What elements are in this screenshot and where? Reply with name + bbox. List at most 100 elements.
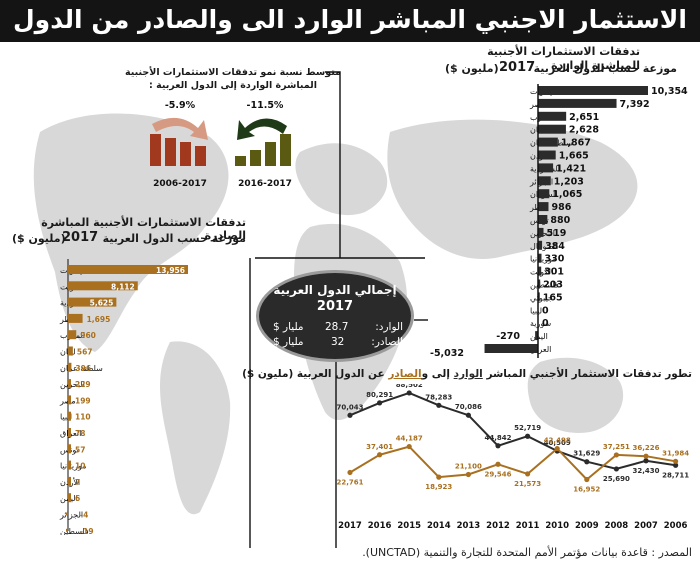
summary-in-unit: مليار $ (273, 321, 304, 333)
inflow-value-label: 880 (550, 215, 570, 226)
inflow-bar (538, 111, 567, 121)
inflow-value-label: 7,392 (620, 99, 650, 110)
trend-outflow-value-label: 37,401 (366, 443, 393, 451)
growth-bar (150, 134, 161, 166)
trend-inflow-point (613, 466, 619, 472)
trend-inflow-point (465, 412, 471, 418)
outflow-value-label: 8,112 (111, 282, 135, 291)
trend-inflow-value-label: 28,711 (662, 471, 689, 479)
trend-x-tick-label: 2015 (397, 521, 421, 531)
inflow-value-label: 1,203 (554, 176, 584, 187)
trend-title-out: الصادر (388, 368, 422, 380)
trend-outflow-point (643, 453, 649, 459)
inflow-value-label: 10,354 (651, 86, 688, 97)
outflow-bar (66, 512, 68, 516)
summary-out-row: الصادر: 32 مليار $ (273, 336, 403, 350)
outflows-title-year: 2017 (62, 230, 99, 245)
inflow-value-label: 1,065 (552, 189, 582, 200)
growth-title-line1: متوسط نسبة نمو تدفقات الاستثمارات الأجنب… (125, 67, 341, 78)
trend-x-tick-label: 2010 (545, 521, 569, 531)
trend-outflow-point (436, 474, 442, 480)
inflow-value-label: 384 (545, 241, 565, 252)
inflow-bar (538, 266, 542, 276)
outflow-category-label: البحرين (60, 380, 85, 389)
growth-value-label: -5.9% (165, 100, 196, 111)
inflow-bar (538, 137, 558, 147)
outflow-value-label: 567 (77, 348, 93, 357)
trend-inflow-value-label: 44,842 (484, 434, 511, 442)
outflow-value-label: -4 (80, 511, 88, 520)
outflow-bar (68, 379, 71, 389)
trend-inflow-value-label: 80,291 (366, 391, 393, 399)
summary-year: 2017 (316, 299, 354, 314)
growth-arrow-icon (237, 118, 287, 140)
growth-bar (250, 150, 261, 166)
page-title: الاستثمار الاجنبي المباشر الوارد الى وال… (0, 0, 700, 74)
trend-title-unit: (مليون $) (242, 368, 294, 380)
summary-oval: إجمالي الدول العربية 2017 الوارد: 28.7 م… (256, 270, 414, 362)
trend-outflow-value-label: 31,984 (662, 449, 689, 457)
growth-value-label: -11.5% (247, 100, 284, 111)
trend-x-tick-label: 2006 (664, 521, 688, 531)
inflow-bar (538, 202, 549, 212)
trend-x-tick-label: 2013 (457, 521, 481, 531)
growth-period-label: 2016-2017 (238, 179, 292, 189)
inflow-bar (538, 189, 550, 199)
outflow-bar (68, 313, 83, 323)
trend-outflow-value-label: 36,226 (632, 444, 659, 452)
outflow-bar (68, 444, 71, 454)
trend-outflow-point (406, 443, 412, 450)
inflow-value-label: 519 (547, 228, 567, 239)
trend-inflow-value-label: 70,043 (336, 403, 363, 411)
outflow-value-label: 199 (75, 396, 91, 405)
inflow-value-label: 0 (542, 305, 549, 316)
inflow-bar (538, 86, 648, 95)
summary-out-value: 32 (331, 336, 345, 348)
trend-title-part2: عن الدول العربية (296, 368, 385, 380)
outflow-category-label: فلسطين (60, 527, 89, 535)
outflow-bar (68, 493, 71, 503)
outflow-category-label: سلطنة عمان (60, 364, 103, 373)
trend-x-tick-label: 2011 (516, 521, 540, 531)
inflow-category-label: سورية (530, 319, 552, 328)
trend-inflow-point (525, 433, 531, 439)
inflow-bar (484, 344, 538, 353)
trend-inflow-point (673, 462, 679, 468)
trend-inflow-value-label: 32,430 (632, 467, 659, 475)
trend-inflow-point (347, 412, 353, 418)
inflow-category-label: اليمن (530, 332, 548, 341)
outflows-title-line1: تدفقات الاستثمارات الأجنبية المباشرة الص… (41, 216, 246, 242)
outflow-value-label: 7 (75, 478, 80, 487)
trend-x-tick-label: 2017 (338, 521, 362, 531)
outflow-value-label: 10 (75, 462, 85, 471)
inflow-bar (538, 292, 540, 302)
trend-title-mid: إلى و (421, 368, 450, 380)
growth-bar (265, 142, 276, 166)
outflow-bar (68, 476, 71, 486)
inflow-category-label: موريتانيا (530, 255, 556, 264)
inflow-value-label: 165 (543, 292, 563, 303)
growth-bar (165, 138, 176, 166)
trend-outflow-value-label: 18,923 (425, 483, 452, 491)
summary-out-unit: مليار $ (273, 336, 304, 348)
trend-outflow-value-label: 29,546 (484, 470, 511, 478)
trend-x-tick-label: 2009 (575, 521, 599, 531)
inflow-category-label: قطر (529, 203, 545, 212)
outflow-bar (68, 395, 71, 405)
outflows-title-row2: موزعة حسب الدول العربية 2017 (مليون $) (6, 230, 246, 250)
outflow-bar (66, 528, 68, 532)
inflow-value-label: 203 (543, 280, 563, 291)
inflow-category-label: العراق (530, 345, 551, 354)
inflow-category-label: فلسطين (530, 281, 559, 290)
trend-x-tick-label: 2016 (368, 521, 392, 531)
outflow-category-label: قطر (59, 315, 75, 324)
inflows-chart: الإمارات10,354مصر7,392المغرب2,651لبنان2,… (430, 84, 688, 359)
outflow-bar (68, 281, 138, 291)
inflow-value-label: 1,665 (559, 151, 589, 162)
trend-title-part1: تطور تدفقات الاستثمار الأجنبي المباشر (486, 368, 692, 380)
inflow-bar (535, 331, 538, 341)
outflow-value-label: 5,625 (90, 299, 114, 308)
trend-outflow-point (377, 452, 383, 458)
trend-title: تطور تدفقات الاستثمار الأجنبي المباشر ال… (242, 368, 692, 380)
